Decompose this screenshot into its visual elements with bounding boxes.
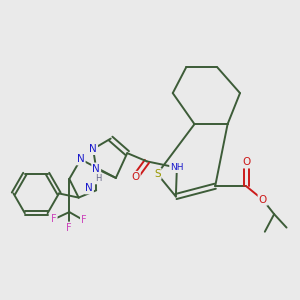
- Text: N: N: [92, 164, 100, 174]
- Text: O: O: [242, 158, 250, 167]
- Text: N: N: [85, 183, 93, 193]
- Text: F: F: [67, 223, 72, 232]
- Text: NH: NH: [170, 163, 184, 172]
- Text: O: O: [131, 172, 140, 182]
- Text: O: O: [259, 195, 267, 205]
- Text: S: S: [154, 169, 160, 179]
- Text: N: N: [89, 144, 97, 154]
- Text: F: F: [81, 215, 87, 225]
- Text: F: F: [51, 214, 57, 224]
- Text: N: N: [77, 154, 85, 164]
- Text: H: H: [95, 175, 101, 184]
